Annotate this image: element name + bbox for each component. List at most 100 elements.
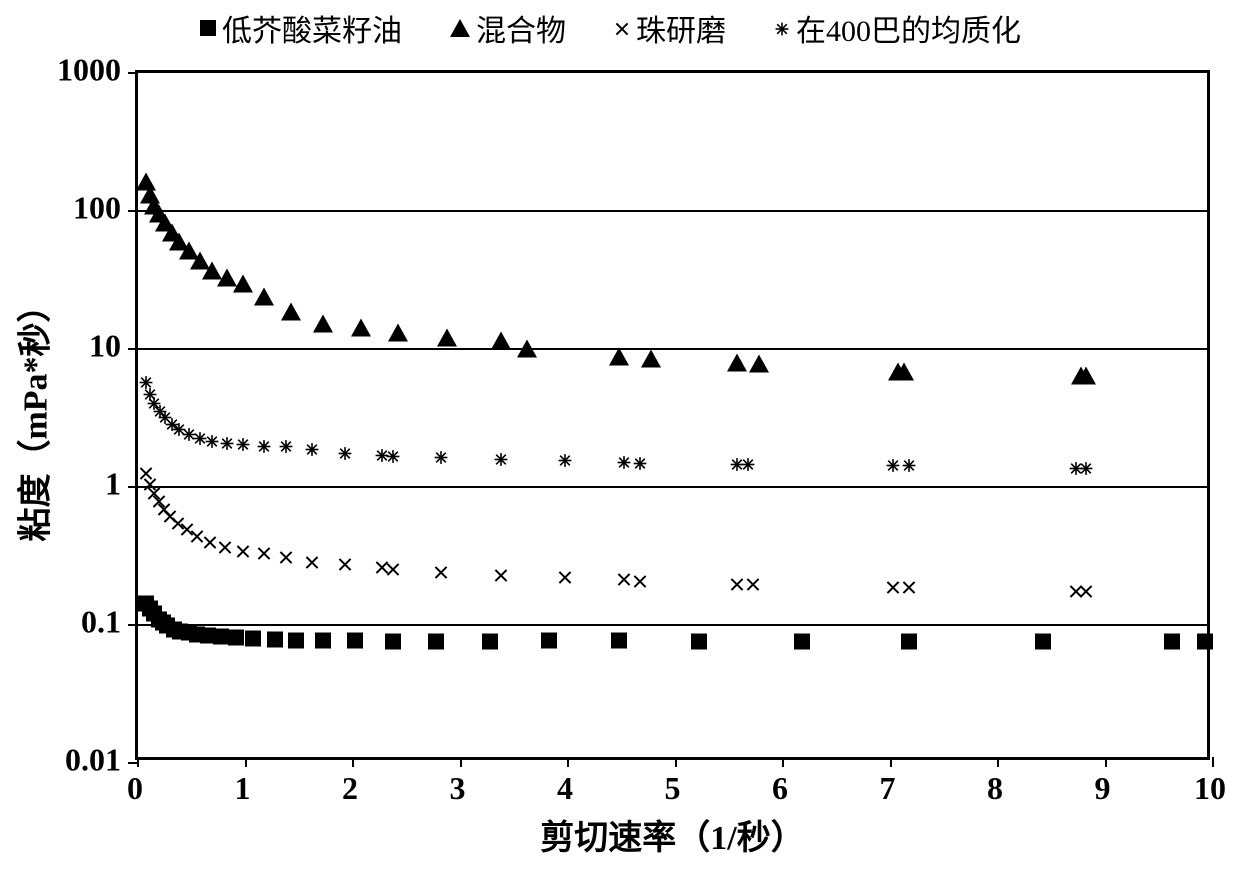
y-axis-title: 粘度（mPa*秒） bbox=[8, 288, 57, 541]
s3-point bbox=[729, 576, 745, 597]
chart-legend: 低芥酸菜籽油 混合物 珠研磨 在400巴的均质化 bbox=[200, 6, 1069, 50]
legend-entry: 在400巴的均质化 bbox=[774, 6, 1021, 50]
s3-point bbox=[433, 564, 449, 585]
plot-area bbox=[135, 70, 1210, 760]
s2-point bbox=[749, 354, 769, 377]
x-tick-label: 0 bbox=[127, 770, 143, 807]
y-tick bbox=[128, 72, 138, 74]
x-tick-label: 9 bbox=[1095, 770, 1111, 807]
s1-point bbox=[901, 634, 917, 655]
s2-point bbox=[894, 362, 914, 385]
s2-point bbox=[437, 329, 457, 352]
s4-point bbox=[204, 433, 220, 454]
s4-point bbox=[616, 454, 632, 475]
s2-point bbox=[281, 303, 301, 326]
s1-point bbox=[541, 633, 557, 654]
y-tick-label: 1000 bbox=[41, 52, 121, 89]
s4-point bbox=[885, 458, 901, 479]
s3-point bbox=[202, 535, 218, 556]
s2-point bbox=[1076, 366, 1096, 389]
y-tick-label: 0.1 bbox=[41, 604, 121, 641]
legend-label: 珠研磨 bbox=[636, 6, 726, 50]
s1-point bbox=[347, 633, 363, 654]
x-tick bbox=[567, 757, 569, 767]
s1-point bbox=[288, 632, 304, 653]
y-tick-label: 0.01 bbox=[41, 742, 121, 779]
x-tick bbox=[137, 757, 139, 767]
y-tick bbox=[128, 348, 138, 350]
s2-point bbox=[313, 314, 333, 337]
s1-point bbox=[1197, 634, 1213, 655]
s1-point bbox=[213, 629, 229, 650]
y-tick bbox=[128, 210, 138, 212]
s3-point bbox=[632, 573, 648, 594]
x-tick-label: 1 bbox=[235, 770, 251, 807]
s1-legend-marker bbox=[200, 20, 216, 36]
y-tick bbox=[128, 486, 138, 488]
s3-legend-marker bbox=[614, 11, 630, 45]
s1-point bbox=[385, 634, 401, 655]
s1-point bbox=[315, 633, 331, 654]
legend-label: 在400巴的均质化 bbox=[796, 6, 1021, 50]
s4-point bbox=[278, 439, 294, 460]
s4-point bbox=[1078, 460, 1094, 481]
s2-point bbox=[351, 319, 371, 342]
x-tick bbox=[890, 757, 892, 767]
x-tick-label: 3 bbox=[450, 770, 466, 807]
s1-point bbox=[228, 630, 244, 651]
x-tick bbox=[1105, 757, 1107, 767]
s4-point bbox=[219, 435, 235, 456]
s4-point bbox=[557, 452, 573, 473]
legend-entry: 混合物 bbox=[450, 6, 566, 50]
s3-point bbox=[337, 557, 353, 578]
y-tick bbox=[128, 624, 138, 626]
s3-point bbox=[901, 580, 917, 601]
x-tick-label: 7 bbox=[880, 770, 896, 807]
s2-point bbox=[254, 287, 274, 310]
s4-point bbox=[632, 455, 648, 476]
s4-point bbox=[493, 451, 509, 472]
y-gridline bbox=[138, 348, 1207, 350]
s4-point bbox=[740, 457, 756, 478]
s3-point bbox=[304, 554, 320, 575]
y-gridline bbox=[138, 624, 1207, 626]
y-gridline bbox=[138, 486, 1207, 488]
x-tick bbox=[1212, 757, 1214, 767]
legend-label: 低芥酸菜籽油 bbox=[222, 6, 402, 50]
s1-point bbox=[245, 630, 261, 651]
legend-label: 混合物 bbox=[476, 6, 566, 50]
s4-point bbox=[256, 438, 272, 459]
x-tick bbox=[675, 757, 677, 767]
x-tick bbox=[997, 757, 999, 767]
s1-point bbox=[1035, 634, 1051, 655]
s4-point bbox=[337, 445, 353, 466]
s3-point bbox=[278, 550, 294, 571]
s2-point bbox=[233, 275, 253, 298]
s4-point bbox=[235, 437, 251, 458]
s4-point bbox=[304, 442, 320, 463]
s2-point bbox=[517, 339, 537, 362]
legend-entry: 低芥酸菜籽油 bbox=[200, 6, 402, 50]
s3-point bbox=[745, 576, 761, 597]
s3-point bbox=[1078, 583, 1094, 604]
s2-point bbox=[388, 324, 408, 347]
s1-point bbox=[1164, 634, 1180, 655]
s1-point bbox=[428, 634, 444, 655]
x-tick-label: 8 bbox=[987, 770, 1003, 807]
s4-point bbox=[433, 449, 449, 470]
s1-point bbox=[611, 633, 627, 654]
s3-point bbox=[235, 544, 251, 565]
legend-entry: 珠研磨 bbox=[614, 6, 726, 50]
s4-legend-marker bbox=[774, 11, 790, 45]
s4-point bbox=[901, 458, 917, 479]
s1-point bbox=[794, 634, 810, 655]
s3-point bbox=[217, 540, 233, 561]
y-tick-label: 100 bbox=[41, 190, 121, 227]
s2-point bbox=[609, 348, 629, 371]
s2-point bbox=[641, 349, 661, 372]
s3-point bbox=[557, 570, 573, 591]
x-tick-label: 5 bbox=[665, 770, 681, 807]
s1-point bbox=[267, 631, 283, 652]
s1-point bbox=[482, 634, 498, 655]
s3-point bbox=[493, 567, 509, 588]
